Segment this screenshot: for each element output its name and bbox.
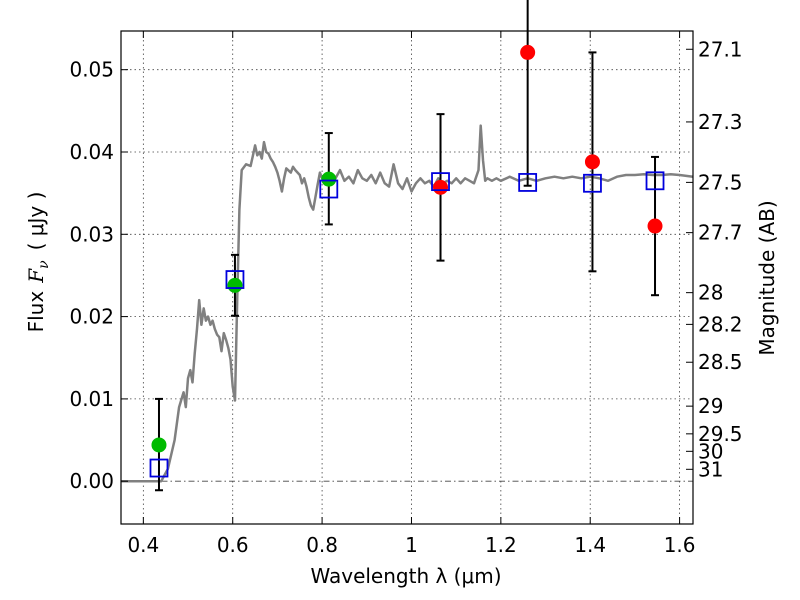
- red-detections-point: [520, 44, 536, 60]
- x-tick-label: 0.4: [127, 533, 159, 557]
- x-tick-label: 1.2: [485, 533, 517, 557]
- y-tick-label: 0.02: [69, 305, 114, 329]
- y2-tick-label: 27.1: [698, 37, 743, 61]
- x-axis-title: Wavelength λ (μm): [310, 564, 501, 588]
- axis-ticks: 0.4 0.6 0.8 1 1.2 1.4 1.6 0.00 0.01 0.02 0.03 0.04 0…: [69, 31, 743, 557]
- green-detections-point: [151, 437, 167, 453]
- y2-tick-label: 27.7: [698, 221, 743, 245]
- y2-tick-label: 28.5: [698, 350, 743, 374]
- model-photometry-square: [149, 458, 169, 478]
- model-photometry-square: [583, 173, 602, 193]
- x-tick-label: 1: [405, 533, 418, 557]
- model-photometry-square: [319, 179, 339, 199]
- model-spectrum-line: [121, 124, 694, 483]
- red-detections-point: [584, 154, 600, 170]
- y-axis-title-unit: ( μJy ): [24, 192, 48, 251]
- red-detections-point: [647, 218, 663, 234]
- x-tick-label: 0.8: [306, 533, 338, 557]
- y2-tick-label: 28.2: [698, 312, 743, 336]
- y2-tick-label: 28: [698, 281, 723, 305]
- model-photometry-square: [225, 270, 245, 289]
- y-tick-label: 0.05: [69, 58, 114, 82]
- model-photometry-square: [431, 172, 450, 192]
- y2-axis-title: Magnitude (AB): [755, 200, 779, 355]
- model-photometry-square: [645, 171, 665, 191]
- y-tick-label: 0.01: [69, 387, 114, 411]
- y-axis-title-symbol: F: [24, 268, 48, 284]
- red-detections-point: [433, 179, 449, 195]
- y2-tick-label: 30: [698, 439, 723, 463]
- y-tick-label: 0.00: [69, 469, 114, 493]
- plot-frame: [120, 30, 694, 525]
- y-axis-title-subscript: ν: [36, 260, 52, 269]
- x-tick-label: 1.6: [664, 533, 696, 557]
- x-tick-label: 0.6: [217, 533, 249, 557]
- y-axis-title-prefix: Flux: [24, 291, 48, 333]
- green-detections-point: [321, 171, 337, 187]
- x-tick-label: 1.4: [574, 533, 606, 557]
- y2-tick-label: 29: [698, 394, 723, 418]
- y2-tick-label: 27.3: [698, 110, 743, 134]
- model-photometry-square: [518, 173, 538, 192]
- y2-tick-label: 27.5: [698, 170, 743, 194]
- grid-lines: [121, 31, 693, 524]
- y-tick-label: 0.04: [69, 140, 114, 164]
- y-axis-title: Flux Fν ( μJy ): [24, 192, 52, 333]
- green-detections-point: [227, 277, 243, 293]
- y2-tick-label: 29.5: [698, 422, 743, 446]
- y2-tick-label: 31: [698, 457, 723, 481]
- data-points: [149, 0, 665, 492]
- y-tick-label: 0.03: [69, 222, 114, 246]
